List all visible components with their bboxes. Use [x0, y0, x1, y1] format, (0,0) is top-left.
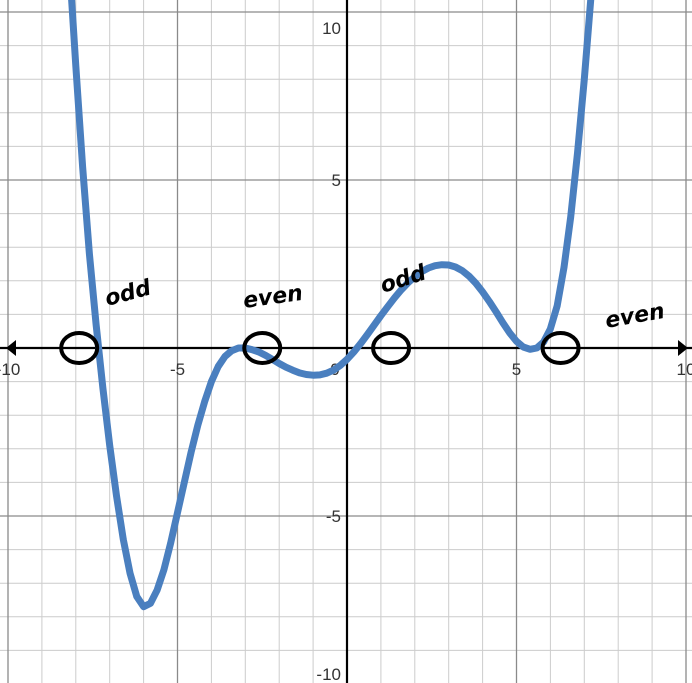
annotation-label: even [603, 299, 666, 334]
annotation-label: even [242, 281, 305, 314]
x-axis-left-arrow [6, 340, 16, 356]
root-circle-marker [371, 331, 412, 365]
y-tick-label: -10 [316, 665, 341, 683]
y-tick-label: -5 [326, 507, 341, 526]
x-tick-label: -10 [0, 360, 20, 379]
y-tick-label: 5 [332, 171, 341, 190]
x-tick-label: 5 [512, 360, 521, 379]
x-tick-label: 10 [677, 360, 692, 379]
x-tick-label: -5 [170, 360, 185, 379]
root-circle-marker [540, 331, 581, 365]
series-layer [68, 0, 595, 611]
x-axis-right-arrow [678, 340, 688, 356]
root-circle-marker [59, 331, 100, 365]
annotation-label: odd [377, 260, 429, 298]
series-line-1 [68, 0, 595, 611]
root-circle-marker [242, 331, 283, 365]
y-tick-label: 10 [322, 19, 341, 38]
